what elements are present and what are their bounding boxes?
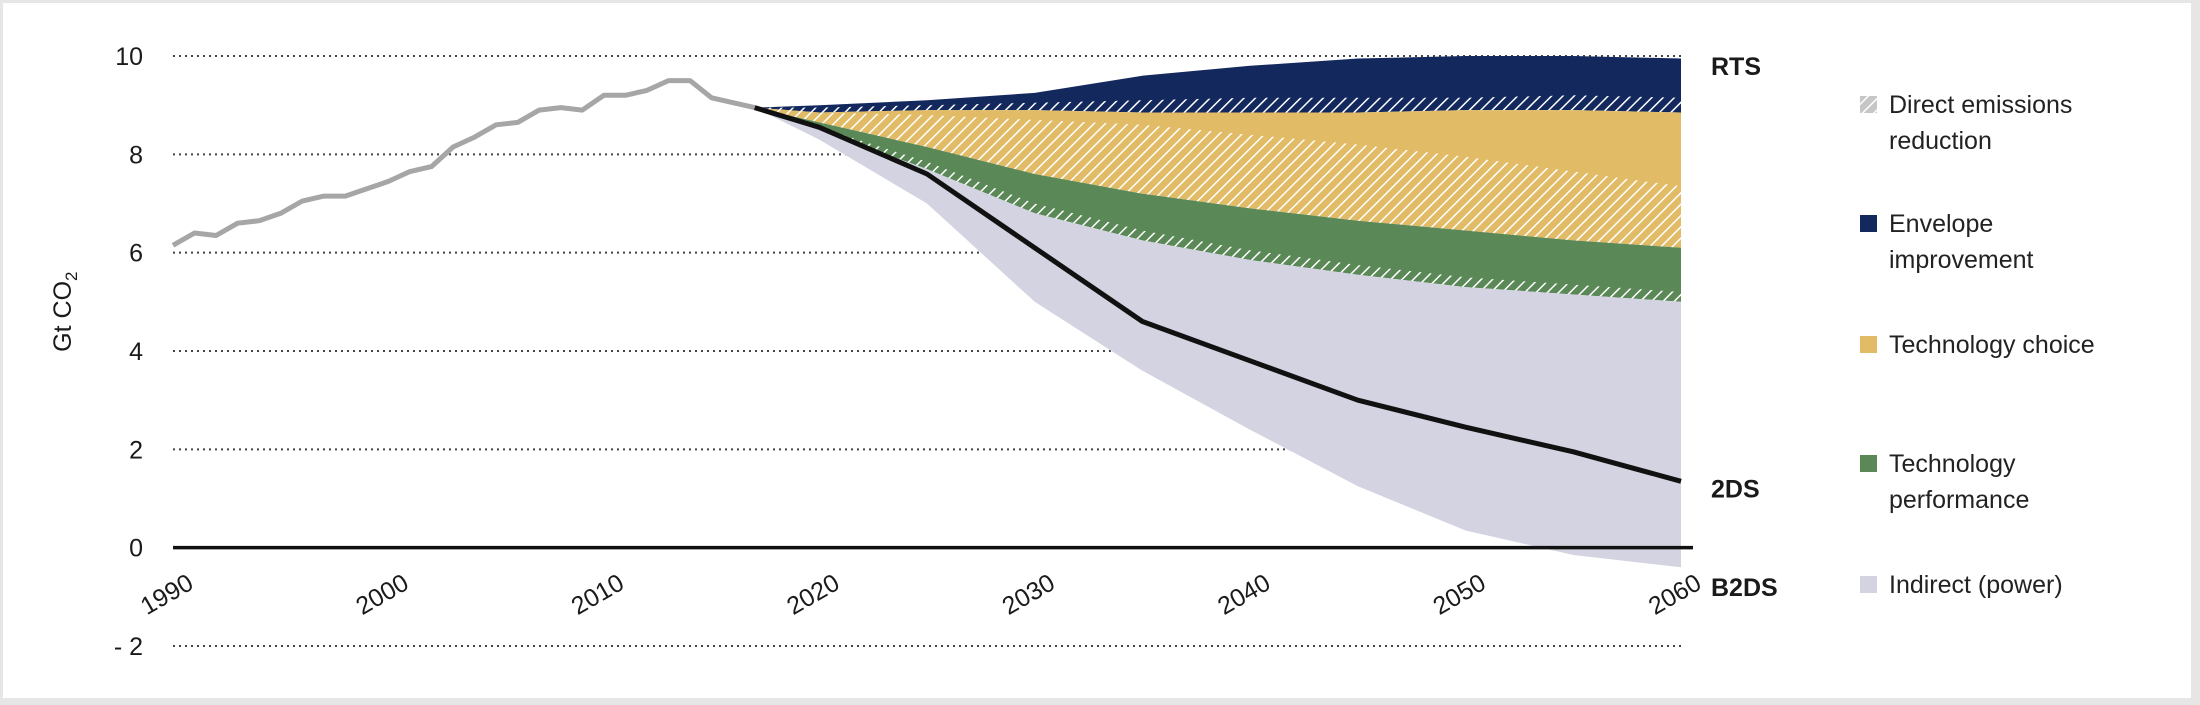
legend-label-indirect: Indirect (power) [1889,571,2063,599]
y-axis-title: Gt CO2 [49,272,81,352]
x-tick-label: 2040 [1213,569,1275,621]
legend-item-envelope: Envelope improvement [1860,210,2034,274]
legend-label-direct: reduction [1889,127,1992,155]
y-tick-label: 10 [115,43,143,71]
legend-label-envelope: improvement [1889,246,2034,274]
y-tick-label: 2 [129,436,143,464]
x-tick-label: 1990 [136,569,198,621]
legend-swatch-choice [1860,336,1877,353]
legend-label-envelope: Envelope [1889,210,1993,238]
y-tick-label: 0 [129,535,143,563]
y-tick-label: 6 [129,240,143,268]
technology-performance-area [754,107,1681,302]
legend-swatch-envelope [1860,215,1877,232]
historical-emissions-line [171,78,756,248]
y-tick-label: 4 [129,338,143,366]
y-tick-label: - 2 [114,633,143,661]
x-tick-label: 2050 [1428,569,1490,621]
x-tick-label: 2030 [998,569,1060,621]
legend: Direct emissions reduction Envelope improve… [1860,91,2095,599]
direct-emissions-hatch-technology-choice [754,107,1681,248]
x-tick-label: 2010 [567,569,629,621]
legend-label-direct: Direct emissions [1889,91,2072,119]
scenario-label-2ds: 2DS [1711,476,1760,504]
legend-swatch-indirect [1860,576,1877,593]
chart-frame: 10 8 6 4 2 0 - 2 1990 2000 2010 2020 2030 2040 2050 20… [3,3,2191,698]
x-tick-label: 2060 [1644,569,1706,621]
y-axis-title-main: Gt CO [49,281,77,352]
legend-swatch-performance [1860,455,1877,472]
line-series [171,78,1682,484]
scenario-label-rts: RTS [1711,53,1761,81]
y-axis-title-subscript: 2 [62,272,81,281]
2ds-line [753,105,1682,484]
legend-label-performance: Technology [1889,450,2016,478]
legend-swatch-hatch [1860,96,1877,113]
area-series [754,56,1681,568]
scenario-label-b2ds: B2DS [1711,574,1778,602]
x-tick-label: 2000 [351,569,413,621]
legend-label-performance: performance [1889,486,2029,514]
legend-item-choice: Technology choice [1860,331,2095,359]
direct-emissions-hatch-envelope [754,95,1681,113]
x-tick-label: 2020 [782,569,844,621]
y-tick-label: 8 [129,141,143,169]
indirect-power-area [754,107,1681,568]
legend-item-indirect: Indirect (power) [1860,571,2063,599]
legend-item-direct: Direct emissions reduction [1860,91,2072,155]
emissions-chart: 10 8 6 4 2 0 - 2 1990 2000 2010 2020 2030 2040 2050 20… [49,43,2095,661]
legend-item-performance: Technology performance [1860,450,2029,514]
legend-label-choice: Technology choice [1889,331,2095,359]
